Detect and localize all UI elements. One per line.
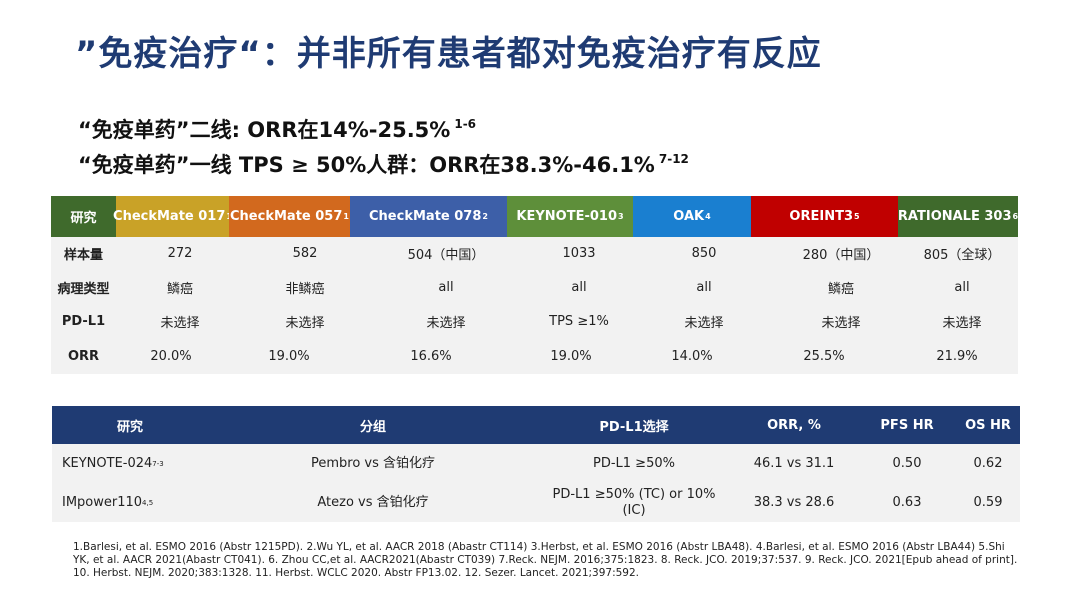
orr-cell: 46.1 vs 31.1 (753, 455, 835, 471)
row-label: 样本量 (63, 247, 103, 263)
study-header-checkmate-017: CheckMate 0171 (113, 196, 232, 237)
os-hr-cell: 0.62 (973, 455, 1003, 471)
cell: all (571, 279, 587, 295)
cell: 280（中国） (802, 247, 880, 263)
cell: 805（全球） (923, 247, 1001, 263)
study-cell: KEYNOTE-024 7-3 (52, 444, 218, 483)
group-cell: Atezo vs 含铂化疗 (317, 494, 429, 510)
table-row: IMpower110 4,5 Atezo vs 含铂化疗 PD-L1 ≥50% (… (52, 483, 1020, 522)
table1-corner-header: 研究 (51, 196, 116, 237)
cell: 鳞癌 (827, 281, 854, 297)
cell: 504（中国） (407, 247, 485, 263)
slide-title: ”免疫治疗“：并非所有患者都对免疫治疗有反应 (75, 34, 822, 74)
study-name: CheckMate 078 (369, 209, 482, 224)
pfs-hr-cell: 0.63 (892, 494, 922, 510)
table1-row-pathology: 病理类型 鳞癌 非鳞癌 all all all 鳞癌 all (51, 270, 1018, 304)
study-header-oak: OAK 4 (633, 196, 751, 237)
cell: 19.0% (268, 348, 310, 364)
cell: 未选择 (821, 315, 861, 331)
pdl1-cell: PD-L1 ≥50% (593, 455, 675, 471)
study-header-keynote-010: KEYNOTE-010 3 (507, 196, 633, 237)
subtitle-second-line-text: “免疫单药”二线: ORR在14%-25.5% (78, 118, 451, 142)
cell: all (696, 279, 712, 295)
header-pfs-hr: PFS HR (880, 417, 934, 433)
references-footnote: 1.Barlesi, et al. ESMO 2016 (Abstr 1215P… (73, 541, 1018, 579)
table-row: KEYNOTE-024 7-3 Pembro vs 含铂化疗 PD-L1 ≥50%… (52, 444, 1020, 483)
cell: all (954, 279, 970, 295)
header-study: 研究 (116, 419, 143, 435)
table1-row-sample-size: 样本量 272 582 504（中国） 1033 850 280（中国） 805… (51, 236, 1018, 270)
study-name: OAK (673, 209, 705, 224)
study-ref: 1 (343, 212, 349, 221)
cell: 272 (167, 245, 193, 261)
table1-row-pdl1: PD-L1 未选择 未选择 未选择 TPS ≥1% 未选择 未选择 未选择 (51, 304, 1018, 338)
study-header-rationale-303: RATIONALE 303 6 (898, 196, 1018, 237)
study-ref: 4 (705, 212, 711, 221)
row-label: PD-L1 (61, 313, 106, 329)
header-orr: ORR, % (767, 417, 821, 433)
cell: 582 (292, 245, 318, 261)
orr-cell: 38.3 vs 28.6 (753, 494, 835, 510)
table1-row-orr: ORR 20.0% 19.0% 16.6% 19.0% 14.0% 25.5% … (51, 339, 1018, 373)
cell: 非鳞癌 (285, 281, 325, 297)
pfs-hr-cell: 0.50 (892, 455, 922, 471)
subtitle-first-line-ref: 7-12 (658, 152, 689, 166)
cell: 21.9% (936, 348, 978, 364)
study-name: OREINT3 (789, 209, 853, 224)
header-os-hr: OS HR (965, 417, 1011, 433)
header-pdl1: PD-L1选择 (599, 419, 669, 435)
cell: 未选择 (684, 315, 724, 331)
subtitle-first-line-text: “免疫单药”一线 TPS ≥ 50%人群：ORR在38.3%-46.1% (78, 153, 655, 177)
cell: 16.6% (410, 348, 452, 364)
cell: 未选择 (942, 315, 982, 331)
study-header-checkmate-057: CheckMate 057 1 (229, 196, 350, 237)
subtitle-second-line-ref: 1-6 (454, 117, 477, 131)
study-name: CheckMate 017 (113, 209, 226, 224)
cell: 鳞癌 (166, 281, 193, 297)
row-label: 病理类型 (57, 281, 110, 297)
cell: 未选择 (160, 315, 200, 331)
cell: 1033 (562, 245, 596, 261)
cell: 19.0% (550, 348, 592, 364)
study-header-checkmate-078: CheckMate 078 2 (350, 196, 507, 237)
cell: 14.0% (671, 348, 713, 364)
study-name: KEYNOTE-010 (516, 209, 617, 224)
cell: 20.0% (150, 348, 192, 364)
subtitle-first-line: “免疫单药”一线 TPS ≥ 50%人群：ORR在38.3%-46.1% 7-12 (78, 149, 689, 179)
cell: all (438, 279, 454, 295)
study-name: KEYNOTE-024 (62, 455, 153, 471)
header-group: 分组 (359, 419, 386, 435)
group-cell: Pembro vs 含铂化疗 (310, 455, 436, 471)
study-cell: IMpower110 4,5 (52, 483, 218, 522)
study-name: IMpower110 (62, 494, 143, 510)
first-line-studies-table: 研究 分组 PD-L1选择 ORR, % PFS HR OS HR KEYNOT… (52, 406, 1020, 522)
os-hr-cell: 0.59 (973, 494, 1003, 510)
cell: 25.5% (803, 348, 845, 364)
study-header-oreint3: OREINT3 5 (751, 196, 898, 237)
cell: TPS ≥1% (549, 313, 609, 329)
study-name: CheckMate 057 (230, 209, 343, 224)
study-ref: 7-3 (152, 459, 164, 468)
study-ref: 2 (482, 212, 488, 221)
study-ref: 5 (854, 212, 860, 221)
study-ref: 3 (618, 212, 624, 221)
cell: 未选择 (285, 315, 325, 331)
study-name: RATIONALE 303 (897, 209, 1012, 224)
subtitle-second-line: “免疫单药”二线: ORR在14%-25.5% 1-6 (78, 114, 476, 144)
study-ref: 4,5 (142, 498, 154, 507)
cell: 850 (691, 245, 717, 261)
study-ref: 6 (1012, 212, 1019, 221)
row-label: ORR (67, 348, 100, 364)
pdl1-cell: PD-L1 ≥50% (TC) or 10% (IC) (552, 486, 716, 518)
table2-header: 研究 分组 PD-L1选择 ORR, % PFS HR OS HR (52, 406, 1020, 444)
cell: 未选择 (426, 315, 466, 331)
